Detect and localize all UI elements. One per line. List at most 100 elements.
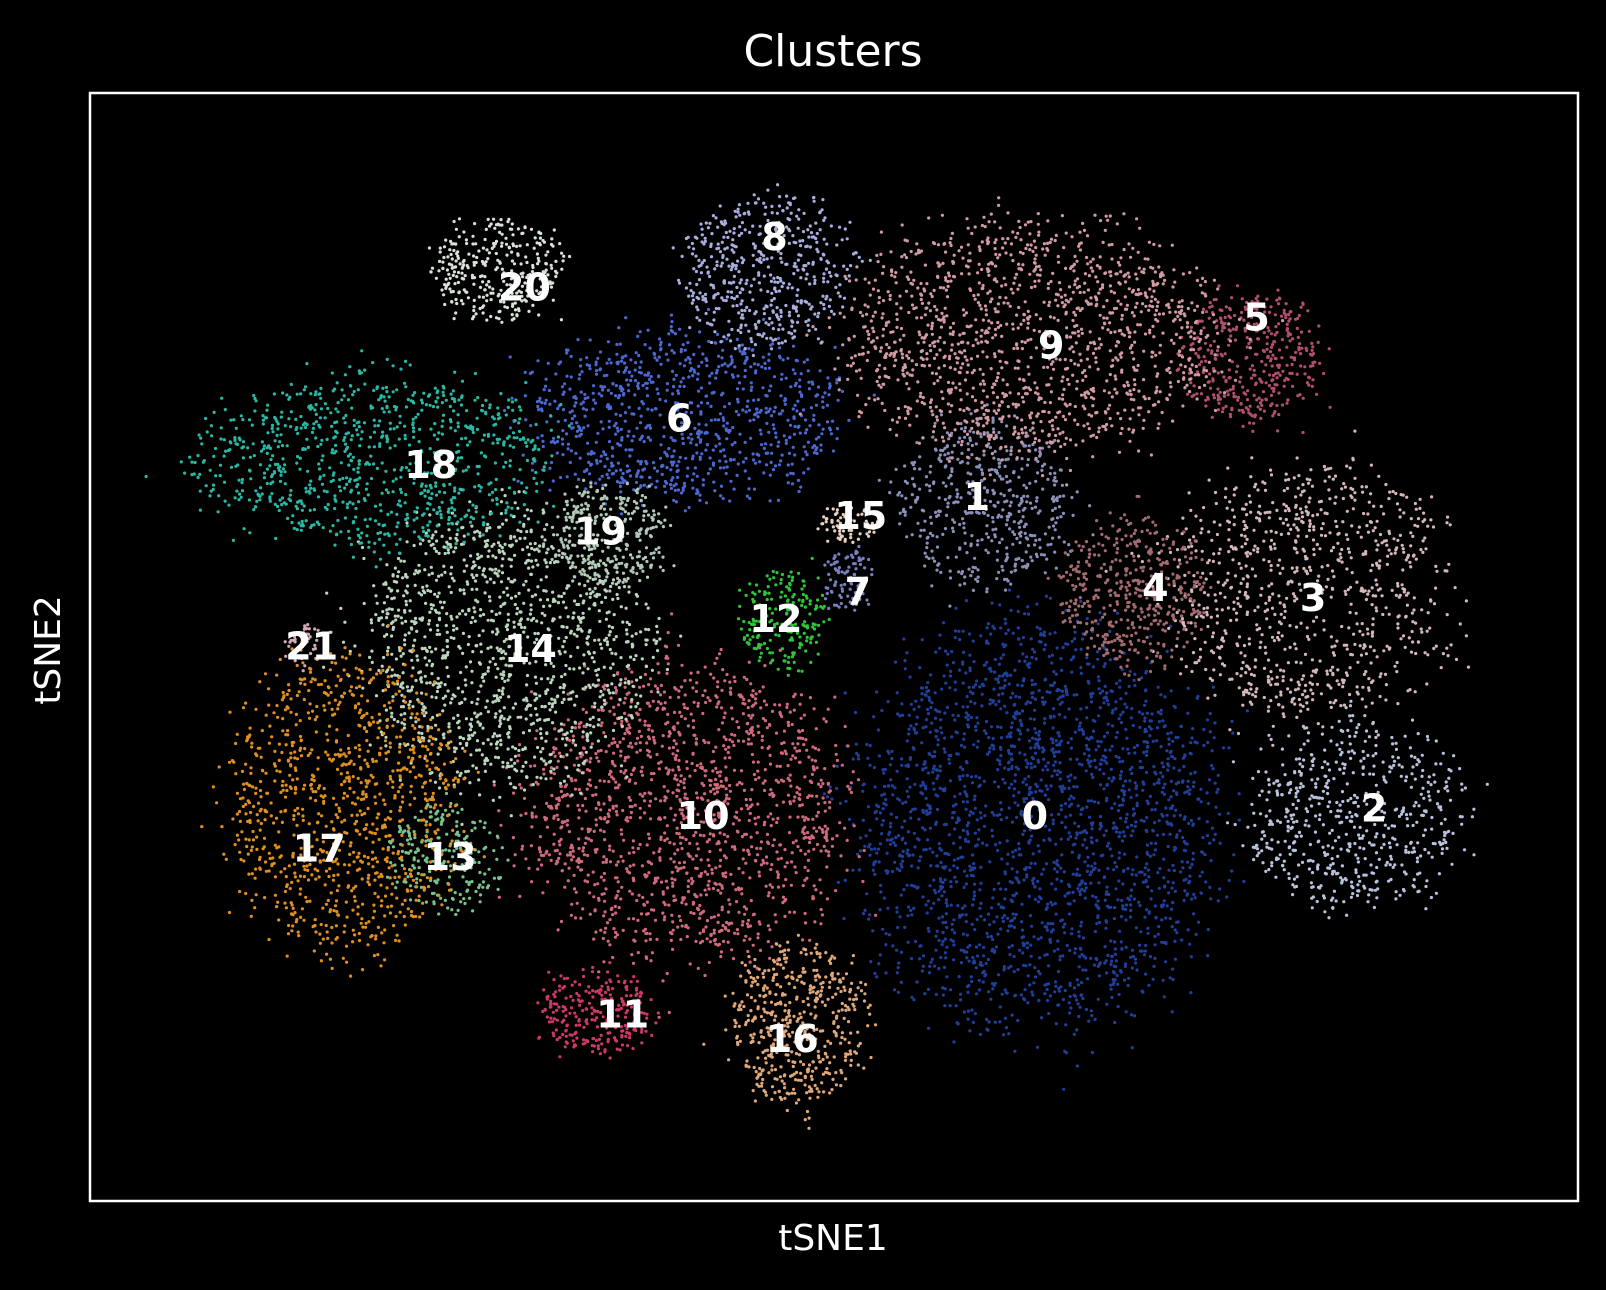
- cluster-2-point: [1347, 750, 1351, 754]
- cluster-1-point: [1023, 506, 1027, 510]
- cluster-2-point: [1438, 840, 1442, 845]
- cluster-2-point: [1404, 850, 1408, 854]
- cluster-3-point: [1294, 540, 1298, 544]
- cluster-1-point: [985, 403, 989, 407]
- cluster-1-point: [991, 520, 995, 524]
- cluster-0-point: [1141, 880, 1145, 884]
- cluster-0-point: [1121, 904, 1125, 908]
- cluster-5-point: [1260, 359, 1264, 364]
- cluster-1-point: [926, 535, 930, 539]
- cluster-3-point: [1379, 672, 1383, 676]
- cluster-0-point: [1017, 695, 1022, 699]
- cluster-4-point: [1109, 565, 1113, 569]
- cluster-2-point: [1375, 832, 1379, 836]
- cluster-0-point: [1189, 752, 1193, 756]
- cluster-0-point: [1066, 775, 1070, 779]
- cluster-0-point: [1005, 672, 1009, 677]
- cluster-0-point: [1168, 976, 1172, 980]
- cluster-1-point: [935, 545, 940, 549]
- cluster-0-point: [1008, 880, 1012, 884]
- cluster-3-point: [1409, 531, 1413, 535]
- cluster-3-point: [1303, 652, 1308, 657]
- cluster-0-point: [1125, 705, 1129, 709]
- cluster-0-point: [1080, 981, 1084, 985]
- cluster-4-point: [1078, 596, 1082, 600]
- cluster-2-point: [1268, 809, 1272, 813]
- cluster-0-point: [1050, 748, 1054, 752]
- cluster-2-point: [1241, 844, 1245, 848]
- cluster-0-point: [996, 680, 1001, 685]
- cluster-3-point: [1293, 642, 1297, 646]
- cluster-1-point: [1009, 452, 1013, 456]
- cluster-0-point: [1130, 872, 1134, 877]
- cluster-0-point: [972, 743, 976, 747]
- cluster-0-point: [1010, 765, 1014, 769]
- cluster-1-point: [978, 432, 983, 436]
- cluster-0-point: [953, 688, 958, 692]
- cluster-4-point: [1132, 559, 1136, 563]
- cluster-0-point: [928, 847, 932, 851]
- cluster-0-point: [909, 816, 913, 820]
- cluster-0-point: [1182, 898, 1186, 903]
- cluster-2-point: [1328, 800, 1332, 804]
- cluster-1-point: [947, 476, 951, 480]
- cluster-0-point: [912, 998, 916, 1002]
- cluster-1-point: [960, 572, 964, 576]
- cluster-0-point: [1172, 789, 1176, 793]
- cluster-5-point: [1226, 393, 1230, 397]
- cluster-0-point: [998, 686, 1003, 690]
- cluster-1-point: [976, 568, 980, 572]
- cluster-5-point: [1295, 326, 1299, 330]
- cluster-2-point: [1255, 847, 1260, 851]
- cluster-0-point: [1188, 866, 1192, 870]
- cluster-1-point: [943, 446, 947, 450]
- cluster-0-point: [1103, 945, 1107, 949]
- cluster-3-point: [1328, 531, 1332, 535]
- cluster-3-point: [1375, 548, 1379, 552]
- cluster-5-point: [1217, 284, 1221, 288]
- cluster-3-point: [1426, 653, 1430, 657]
- cluster-3-point: [1305, 534, 1309, 539]
- cluster-0-point: [900, 713, 905, 717]
- cluster-2-point: [1314, 785, 1318, 789]
- cluster-0-point: [1111, 970, 1115, 974]
- cluster-2-point: [1357, 875, 1361, 879]
- cluster-3-point: [1206, 696, 1210, 700]
- cluster-3-point: [1168, 550, 1173, 555]
- cluster-0-point: [1059, 804, 1063, 808]
- cluster-3-point: [1293, 688, 1298, 692]
- cluster-4-point: [1109, 588, 1113, 592]
- cluster-1-point: [920, 508, 924, 512]
- cluster-1-point: [1008, 488, 1012, 492]
- cluster-4-point: [1137, 594, 1141, 598]
- cluster-0-point: [1129, 888, 1134, 892]
- cluster-2-point: [1340, 790, 1345, 794]
- cluster-0-point: [1161, 832, 1166, 837]
- cluster-0-point: [1037, 733, 1041, 737]
- cluster-0-point: [1112, 964, 1116, 968]
- cluster-2-point: [1276, 819, 1280, 823]
- cluster-4-point: [1087, 555, 1091, 559]
- cluster-1-point: [976, 539, 980, 543]
- cluster-4-point: [1092, 544, 1096, 548]
- cluster-2-point: [1254, 843, 1258, 848]
- cluster-0-point: [1028, 790, 1032, 794]
- cluster-3-point: [1334, 519, 1338, 523]
- cluster-0-point: [1085, 736, 1089, 740]
- cluster-0-point: [962, 650, 966, 655]
- cluster-1-point: [1035, 499, 1039, 503]
- cluster-0-point: [1096, 657, 1100, 661]
- cluster-1-point: [954, 555, 958, 559]
- cluster-3-point: [1301, 483, 1305, 487]
- cluster-2-point: [1310, 896, 1314, 900]
- cluster-0-point: [1018, 718, 1022, 723]
- cluster-0-point: [1027, 774, 1031, 779]
- cluster-1-point: [1045, 557, 1049, 561]
- cluster-0-point: [1064, 1023, 1068, 1027]
- cluster-2-point: [1263, 834, 1267, 838]
- cluster-3-point: [1337, 531, 1341, 536]
- cluster-1-point: [936, 513, 941, 517]
- cluster-3-point: [1340, 487, 1344, 491]
- cluster-0-point: [945, 945, 949, 949]
- cluster-0-point: [1004, 887, 1008, 891]
